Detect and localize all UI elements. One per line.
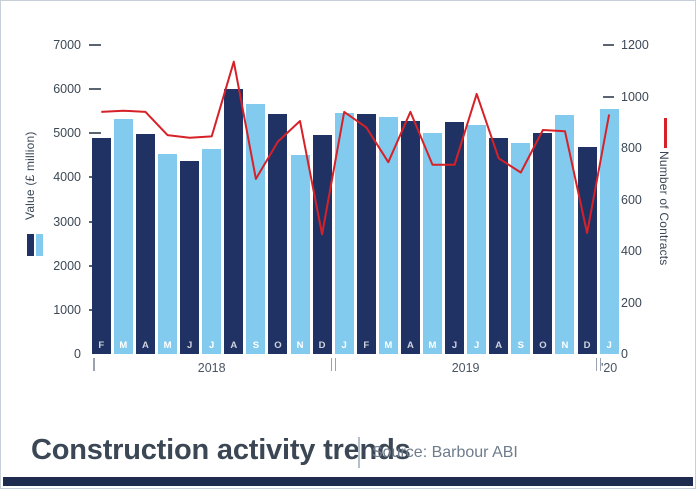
left-axis-tick-label: 2000 xyxy=(53,258,81,273)
right-axis-tick-label: 400 xyxy=(621,244,642,258)
value-bar xyxy=(202,149,222,354)
left-axis-tick-label: 6000 xyxy=(53,82,81,97)
right-axis-tick-label: 0 xyxy=(621,347,628,361)
month-label: D xyxy=(583,340,591,351)
year-tick xyxy=(334,358,337,371)
year-label: 2018 xyxy=(197,361,226,375)
left-axis-title: Value (£ million) xyxy=(23,131,37,221)
right-axis-tick-label: 1000 xyxy=(621,89,649,104)
month-label: A xyxy=(495,340,503,351)
right-axis-tick-mark xyxy=(603,95,614,98)
legend-light-bar-swatch xyxy=(36,234,43,256)
value-bar xyxy=(356,113,376,354)
month-label: J xyxy=(186,340,193,351)
right-axis-tick-label: 800 xyxy=(621,141,642,155)
month-label: M xyxy=(119,340,128,351)
value-bar xyxy=(577,147,597,354)
value-bar xyxy=(423,133,442,354)
right-axis-tick-mark xyxy=(603,44,614,46)
value-bar xyxy=(135,134,155,354)
value-bar xyxy=(290,154,310,354)
year-tick xyxy=(595,358,598,371)
left-axis-tick-label: 7000 xyxy=(53,38,81,52)
month-label: F xyxy=(98,340,105,351)
right-axis-title: Number of Contracts xyxy=(657,151,671,266)
value-bar xyxy=(268,114,288,354)
month-label: J xyxy=(341,340,347,351)
value-bar xyxy=(113,119,133,354)
bottom-accent-strip xyxy=(3,477,693,486)
value-bar xyxy=(158,154,178,354)
left-axis-tick-label: 3000 xyxy=(53,214,81,229)
value-bar xyxy=(511,143,531,354)
source-label: Source: Barbour ABI xyxy=(372,444,518,461)
value-bar xyxy=(312,135,332,354)
right-axis-tick-label: 600 xyxy=(621,192,642,207)
plot-area: Value (£ million) 7000 6000 5000 4000 3000 20… xyxy=(1,1,695,401)
month-label: N xyxy=(296,340,304,351)
left-axis-tick-label: 5000 xyxy=(53,126,81,141)
legend-dark-bar-swatch xyxy=(27,234,34,256)
month-label: M xyxy=(384,340,393,351)
month-label: A xyxy=(406,340,414,351)
left-axis-tick-label: 1000 xyxy=(53,302,81,317)
value-bar xyxy=(400,120,420,354)
month-label: O xyxy=(274,340,282,351)
month-label: S xyxy=(252,340,260,351)
chart-title: Construction activity trends xyxy=(31,434,411,466)
right-axis-tick-label: 200 xyxy=(621,295,642,310)
value-bar xyxy=(555,115,575,354)
value-bar xyxy=(224,89,244,354)
month-label: M xyxy=(428,340,437,351)
left-axis-tick-label: 0 xyxy=(74,347,81,361)
legend-contracts-line-icon xyxy=(664,118,667,148)
value-bar xyxy=(599,109,619,354)
year-tick xyxy=(93,358,95,371)
value-bar xyxy=(378,116,398,354)
month-label: S xyxy=(517,340,524,351)
month-label: J xyxy=(451,340,458,351)
value-bar xyxy=(180,160,200,354)
footer: Construction activity trends Source: Bar… xyxy=(1,426,695,478)
legend-value-bars-icon xyxy=(27,234,43,256)
left-axis-tick-label: 4000 xyxy=(53,170,81,185)
left-axis-tick-mark xyxy=(89,44,101,46)
month-label: J xyxy=(474,340,480,351)
year-tick xyxy=(599,358,602,371)
left-axis-tick-mark xyxy=(89,132,101,135)
left-axis-tick-mark xyxy=(89,88,101,91)
month-label: A xyxy=(230,340,238,351)
month-label: N xyxy=(561,340,569,351)
month-label: J xyxy=(606,340,612,351)
year-label: '20 xyxy=(600,361,618,375)
value-bar xyxy=(91,138,111,354)
month-label: J xyxy=(209,340,215,351)
value-bar xyxy=(489,138,509,354)
value-bar xyxy=(334,113,354,354)
value-bar xyxy=(246,104,266,354)
year-label: 2019 xyxy=(451,361,480,375)
year-tick xyxy=(330,358,333,371)
value-bar xyxy=(445,121,465,354)
value-bar xyxy=(467,124,487,354)
month-label: M xyxy=(163,340,172,351)
month-label: A xyxy=(142,340,149,351)
right-axis-tick-label: 1200 xyxy=(621,38,649,52)
month-label: D xyxy=(318,340,326,351)
title-separator xyxy=(358,437,360,468)
month-label: O xyxy=(539,340,547,351)
value-bar xyxy=(533,132,553,354)
month-label: F xyxy=(363,340,370,351)
